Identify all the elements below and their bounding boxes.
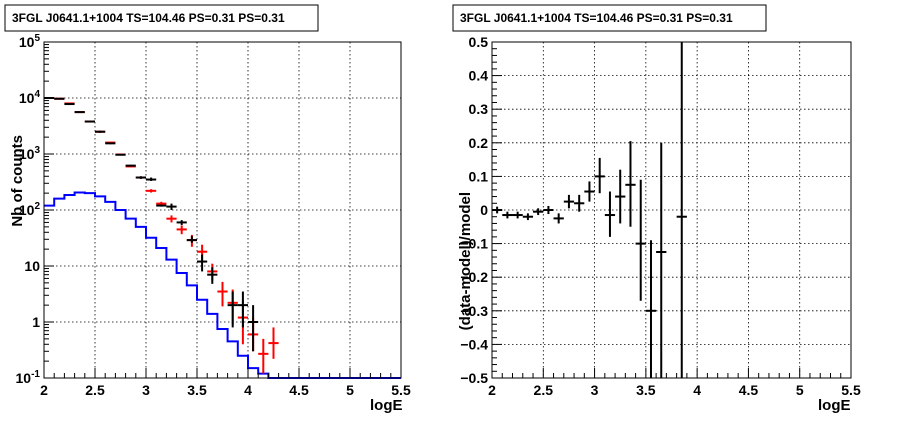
panel-residuals: 3FGL J0641.1+1004 TS=104.46 PS=0.31 PS=0… <box>452 4 861 414</box>
x-tick-label: 2.5 <box>85 382 105 398</box>
data-point <box>176 225 187 235</box>
data-point <box>64 103 75 106</box>
title-box-left <box>4 4 319 32</box>
y-tick-label: 0.4 <box>469 68 489 84</box>
data-point <box>186 236 197 243</box>
data-point <box>676 42 687 378</box>
data-point <box>166 215 177 223</box>
y-tick-label: 103 <box>19 145 41 162</box>
data-point <box>176 220 187 225</box>
y-tick-label: 0.3 <box>469 101 489 117</box>
data-point <box>54 97 65 100</box>
x-tick-label: 5.5 <box>841 382 861 398</box>
data-point <box>84 120 95 123</box>
data-point <box>146 189 157 193</box>
y-tick-label: −0.5 <box>460 370 488 386</box>
y-tick-label: 0 <box>480 202 488 218</box>
x-axis-label-right: logE <box>818 397 851 414</box>
y-axis-label-left: Nb of counts <box>9 135 26 227</box>
data-point <box>268 327 279 359</box>
data-point <box>197 254 208 272</box>
x-tick-label: 5.5 <box>391 382 411 398</box>
data-point <box>645 240 657 378</box>
y-tick-label: 10 <box>24 258 40 274</box>
x-tick-label: 4 <box>693 382 701 398</box>
data-point <box>166 203 177 210</box>
x-tick-label: 3.5 <box>187 382 207 398</box>
data-point <box>95 130 106 133</box>
data-point <box>574 194 585 212</box>
data-point <box>635 179 646 301</box>
x-tick-label: 5 <box>346 382 354 398</box>
data-point <box>156 204 167 207</box>
plot-area-right <box>492 42 687 378</box>
x-tick-label: 4.5 <box>289 382 309 398</box>
x-tick-label: 2.5 <box>534 382 554 398</box>
y-tick-label: 1 <box>32 314 40 330</box>
y-axis-label-right: (data-model)/model <box>457 192 474 330</box>
data-point <box>217 281 228 307</box>
data-point <box>146 177 157 181</box>
grid-left <box>44 42 401 378</box>
data-point <box>227 291 238 328</box>
title-right: 3FGL J0641.1+1004 TS=104.46 PS=0.31 PS=0… <box>460 11 733 25</box>
y-tick-label: 0.1 <box>469 168 489 184</box>
x-tick-label: 3 <box>142 382 150 398</box>
y-tick-label: −0.1 <box>460 236 488 252</box>
title-left: 3FGL J0641.1+1004 TS=104.46 PS=0.31 PS=0… <box>12 11 285 25</box>
y-tick-label: −0.2 <box>460 269 488 285</box>
plot-area-left <box>44 97 401 379</box>
x-tick-label: 4 <box>244 382 252 398</box>
data-point <box>656 142 667 378</box>
y-tick-label: 10-1 <box>16 369 41 386</box>
frame-left <box>43 41 402 379</box>
y-tick-label: 104 <box>19 89 41 106</box>
ticks-left: 2 2.5 3 3.5 4 4.5 5 5.5 10-1 1 10 102 103 104 105 <box>16 33 411 398</box>
data-point <box>543 205 554 215</box>
x-tick-label: 3 <box>591 382 599 398</box>
data-point <box>553 213 564 224</box>
data-point <box>248 305 259 352</box>
x-tick-label: 5 <box>796 382 804 398</box>
y-tick-label: 105 <box>19 33 41 50</box>
data-point <box>237 291 248 328</box>
data-point <box>512 211 523 219</box>
y-tick-label: 0.2 <box>469 135 489 151</box>
data-point <box>115 153 126 156</box>
data-point <box>563 194 575 209</box>
x-tick-label: 3.5 <box>636 382 656 398</box>
data-point <box>135 176 146 179</box>
data-point <box>105 142 116 145</box>
x-tick-label: 2 <box>40 382 48 398</box>
y-tick-label: −0.3 <box>460 303 488 319</box>
data-point <box>533 208 544 216</box>
x-axis-label-left: logE <box>370 397 403 414</box>
data-point <box>584 181 595 202</box>
x-tick-label: 2 <box>488 382 496 398</box>
ticks-right: 2 2.5 3 3.5 4 4.5 5 5.5 −0.5 −0.4 −0.3 −0.2 −0.1 0 0.1… <box>460 34 861 398</box>
data-point <box>258 338 269 374</box>
data-point <box>74 111 85 114</box>
data-point <box>604 191 616 237</box>
model-histogram-line <box>44 191 401 379</box>
title-box-right <box>452 4 767 32</box>
y-tick-label: 0.5 <box>469 34 489 50</box>
data-point <box>207 267 218 284</box>
data-point <box>615 169 626 224</box>
data-point <box>625 141 636 227</box>
y-tick-label: 102 <box>19 201 41 218</box>
panel-counts: 3FGL J0641.1+1004 TS=104.46 PS=0.31 PS=0… <box>4 4 411 414</box>
x-tick-label: 4.5 <box>739 382 759 398</box>
y-tick-label: −0.4 <box>460 336 488 352</box>
data-point <box>125 164 136 167</box>
data-point <box>522 213 534 221</box>
data-point <box>502 211 513 219</box>
data-point <box>594 157 605 194</box>
